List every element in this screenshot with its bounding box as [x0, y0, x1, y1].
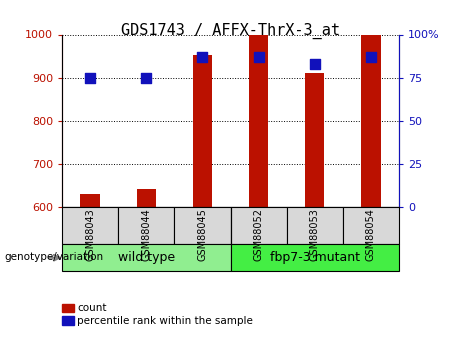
Bar [343, 207, 399, 244]
Point [255, 54, 262, 60]
Text: GSM88052: GSM88052 [254, 208, 264, 261]
Point [367, 54, 374, 60]
Point [142, 75, 150, 80]
Point [87, 75, 94, 80]
Bar [81, 194, 100, 207]
Bar [62, 316, 74, 325]
Text: GSM88054: GSM88054 [366, 208, 376, 261]
Text: GSM88053: GSM88053 [310, 208, 319, 261]
Text: percentile rank within the sample: percentile rank within the sample [77, 316, 253, 326]
Bar [174, 207, 230, 244]
Point [311, 61, 318, 67]
Bar [230, 207, 287, 244]
Text: count: count [77, 303, 106, 313]
Bar [62, 207, 118, 244]
Text: fbp7-3 mutant: fbp7-3 mutant [270, 251, 360, 264]
Bar [287, 207, 343, 244]
Bar [305, 73, 325, 207]
Text: wild type: wild type [118, 251, 175, 264]
Bar [62, 304, 74, 312]
Text: GDS1743 / AFFX-ThrX-3_at: GDS1743 / AFFX-ThrX-3_at [121, 22, 340, 39]
Bar [118, 207, 174, 244]
Text: GSM88045: GSM88045 [197, 208, 207, 261]
Bar [361, 34, 380, 207]
Bar [136, 189, 156, 207]
Text: GSM88044: GSM88044 [142, 208, 151, 261]
Text: GSM88043: GSM88043 [85, 208, 95, 261]
Bar [249, 34, 268, 207]
Bar [62, 244, 230, 271]
Bar [193, 55, 212, 207]
Point [199, 54, 206, 60]
Bar [230, 244, 399, 271]
Text: genotype/variation: genotype/variation [5, 252, 104, 262]
